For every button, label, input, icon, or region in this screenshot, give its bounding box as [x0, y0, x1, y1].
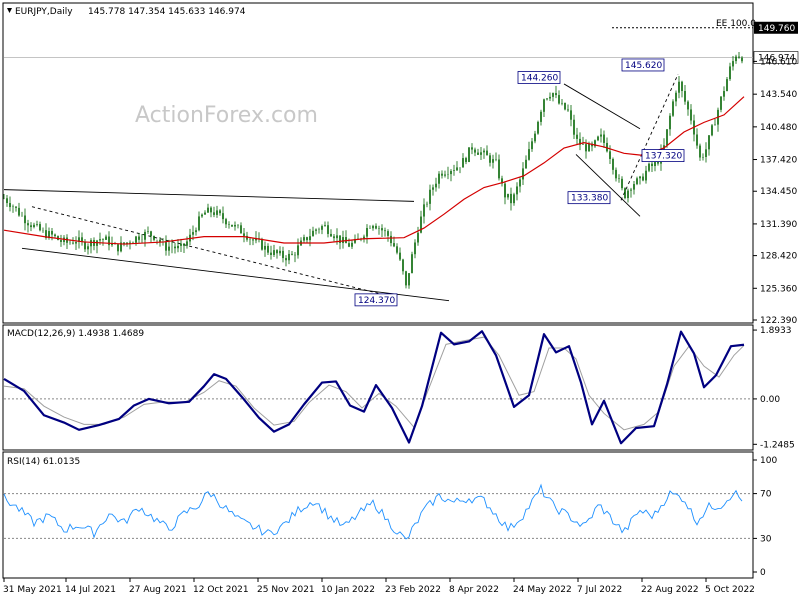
current-price-box — [753, 51, 799, 64]
trendline — [620, 74, 679, 201]
trendline — [575, 154, 641, 217]
time-tick-label: 25 Nov 2021 — [257, 585, 315, 595]
price-annotation-box — [517, 71, 561, 84]
time-tick-label: 5 Oct 2022 — [705, 585, 755, 595]
rsi-tick-label: 30 — [760, 534, 772, 544]
time-tick-label: 14 Jul 2021 — [65, 585, 116, 595]
price-annotation-label: 137.320 — [645, 152, 682, 162]
price-panel — [2, 2, 754, 324]
price-tick-label: 128.420 — [760, 252, 797, 262]
collapse-triangle-icon[interactable] — [7, 8, 12, 13]
time-tick-label: 7 Jul 2022 — [577, 585, 622, 595]
rsi-panel — [2, 451, 754, 579]
moving-average — [3, 96, 745, 245]
fib-label: EE 100.0 — [716, 19, 756, 29]
macd-line — [3, 330, 745, 445]
fib-price-label: 149.760 — [758, 24, 795, 34]
watermark: ActionForex.com — [135, 103, 318, 128]
macd-lines — [3, 330, 753, 445]
trendline — [3, 189, 415, 202]
macd-tick-label: 0.00 — [760, 395, 780, 405]
trendline — [563, 83, 641, 130]
price-tick-label: 122.390 — [760, 316, 797, 326]
price-candles — [3, 51, 743, 289]
symbol-label: EURJPY,Daily — [15, 7, 73, 17]
macd-title: MACD(12,26,9) 1.4938 1.4689 — [7, 329, 144, 339]
price-annotations: 124.370 144.260 133.380 145.620 137.320 — [354, 58, 685, 307]
price-annotation-label: 133.380 — [571, 194, 608, 204]
trendline — [21, 247, 450, 302]
trendline — [31, 206, 383, 295]
rsi-tick-label: 70 — [760, 490, 772, 500]
rsi-line — [3, 483, 743, 540]
time-axis: 31 May 2021 14 Jul 2021 27 Aug 2021 12 Oct … — [3, 578, 755, 595]
signal-line — [3, 336, 745, 431]
fib-price-box — [754, 21, 798, 34]
price-tick-label: 146.610 — [760, 57, 797, 67]
price-grid: EE 100.0 149.760 146.974 — [4, 19, 799, 64]
price-annotation-label: 145.620 — [625, 61, 662, 71]
ohlc-values: 145.778 147.354 145.633 146.974 — [88, 7, 246, 17]
rsi-tick-label: 100 — [760, 456, 777, 466]
macd-axis: 1.8933 0.00 -1.2485 — [753, 326, 795, 450]
macd-tick-label: -1.2485 — [760, 440, 795, 450]
price-annotation-label: 124.370 — [358, 296, 395, 306]
time-tick-label: 24 May 2022 — [513, 585, 572, 595]
current-price-label: 146.974 — [758, 54, 795, 64]
time-tick-label: 31 May 2021 — [3, 585, 62, 595]
time-tick-label: 22 Aug 2022 — [641, 585, 699, 595]
rsi-title: RSI(14) 61.0135 — [7, 457, 80, 467]
time-tick-label: 23 Feb 2022 — [385, 585, 441, 595]
price-tick-label: 143.540 — [760, 90, 797, 100]
rsi-lines — [3, 483, 753, 540]
price-tick-label: 131.390 — [760, 220, 797, 230]
rsi-axis: 100 70 30 0 — [753, 456, 777, 578]
price-tick-label: 134.450 — [760, 187, 797, 197]
macd-tick-label: 1.8933 — [760, 326, 792, 336]
time-tick-label: 27 Aug 2021 — [129, 585, 187, 595]
price-tick-label: 140.480 — [760, 123, 797, 133]
price-tick-label: 137.420 — [760, 156, 797, 166]
trendlines — [3, 74, 679, 302]
rsi-tick-label: 0 — [760, 568, 766, 578]
time-tick-label: 12 Oct 2021 — [193, 585, 249, 595]
time-tick-label: 10 Jan 2022 — [321, 585, 375, 595]
price-annotation-box — [567, 191, 611, 205]
time-tick-label: 8 Apr 2022 — [449, 585, 499, 595]
price-annotation-label: 144.260 — [521, 73, 558, 83]
price-annotation-box — [641, 149, 685, 162]
price-annotation-box — [354, 293, 398, 307]
price-tick-label: 125.360 — [760, 284, 797, 294]
macd-panel — [2, 324, 754, 451]
chart-header: EURJPY,Daily 145.778 147.354 145.633 146… — [7, 7, 246, 17]
price-annotation-box — [621, 58, 665, 72]
ma-line — [3, 96, 745, 245]
price-axis: 122.390 125.360 128.420 131.390 134.450 137.4… — [753, 57, 797, 326]
